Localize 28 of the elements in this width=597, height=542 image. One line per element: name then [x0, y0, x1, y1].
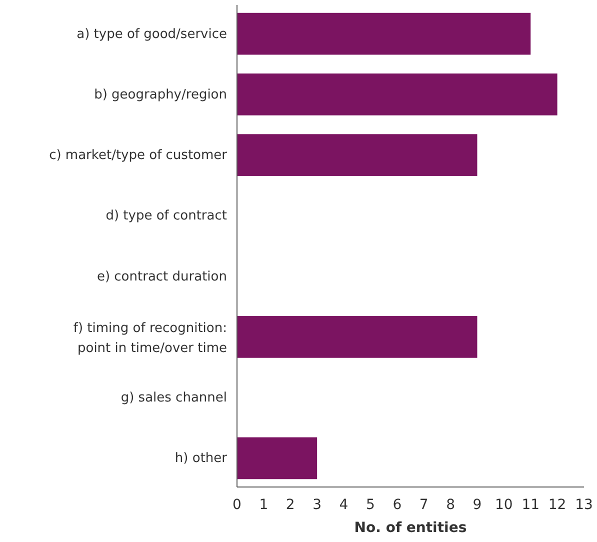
x-tick-label: 2	[286, 497, 295, 513]
y-tick-label: a) type of good/service	[76, 26, 227, 42]
y-tick-label: f) timing of recognition: point in time/over time	[73, 320, 227, 356]
x-tick-label: 8	[446, 497, 455, 513]
y-tick-label: b) geography/region	[94, 86, 227, 102]
y-tick-label: e) contract duration	[96, 268, 227, 284]
x-tick-label: 13	[575, 497, 593, 513]
x-tick-label: 9	[472, 497, 482, 513]
x-tick-label: 3	[312, 497, 322, 513]
y-tick-label: g) sales channel	[120, 390, 227, 406]
x-tick-label: 11	[522, 497, 540, 513]
bar	[237, 12, 531, 55]
x-tick-label: 5	[366, 497, 375, 513]
x-axis-title: No. of entities	[354, 520, 467, 536]
x-tick-label: 4	[339, 497, 348, 513]
y-tick-label: h) other	[174, 450, 228, 466]
x-tick-label: 6	[392, 497, 402, 513]
bar	[237, 74, 558, 116]
x-tick-label: 0	[232, 497, 242, 513]
bar	[237, 437, 318, 480]
bar	[237, 316, 478, 358]
x-tick-label: 7	[419, 497, 428, 513]
x-tick-label: 1	[259, 497, 268, 513]
y-tick-label: c) market/type of customer	[49, 148, 228, 163]
bar	[237, 134, 478, 176]
x-tick-label: 10	[495, 497, 513, 513]
x-tick-label: 12	[548, 497, 566, 513]
y-tick-label: d) type of contract	[106, 208, 227, 224]
